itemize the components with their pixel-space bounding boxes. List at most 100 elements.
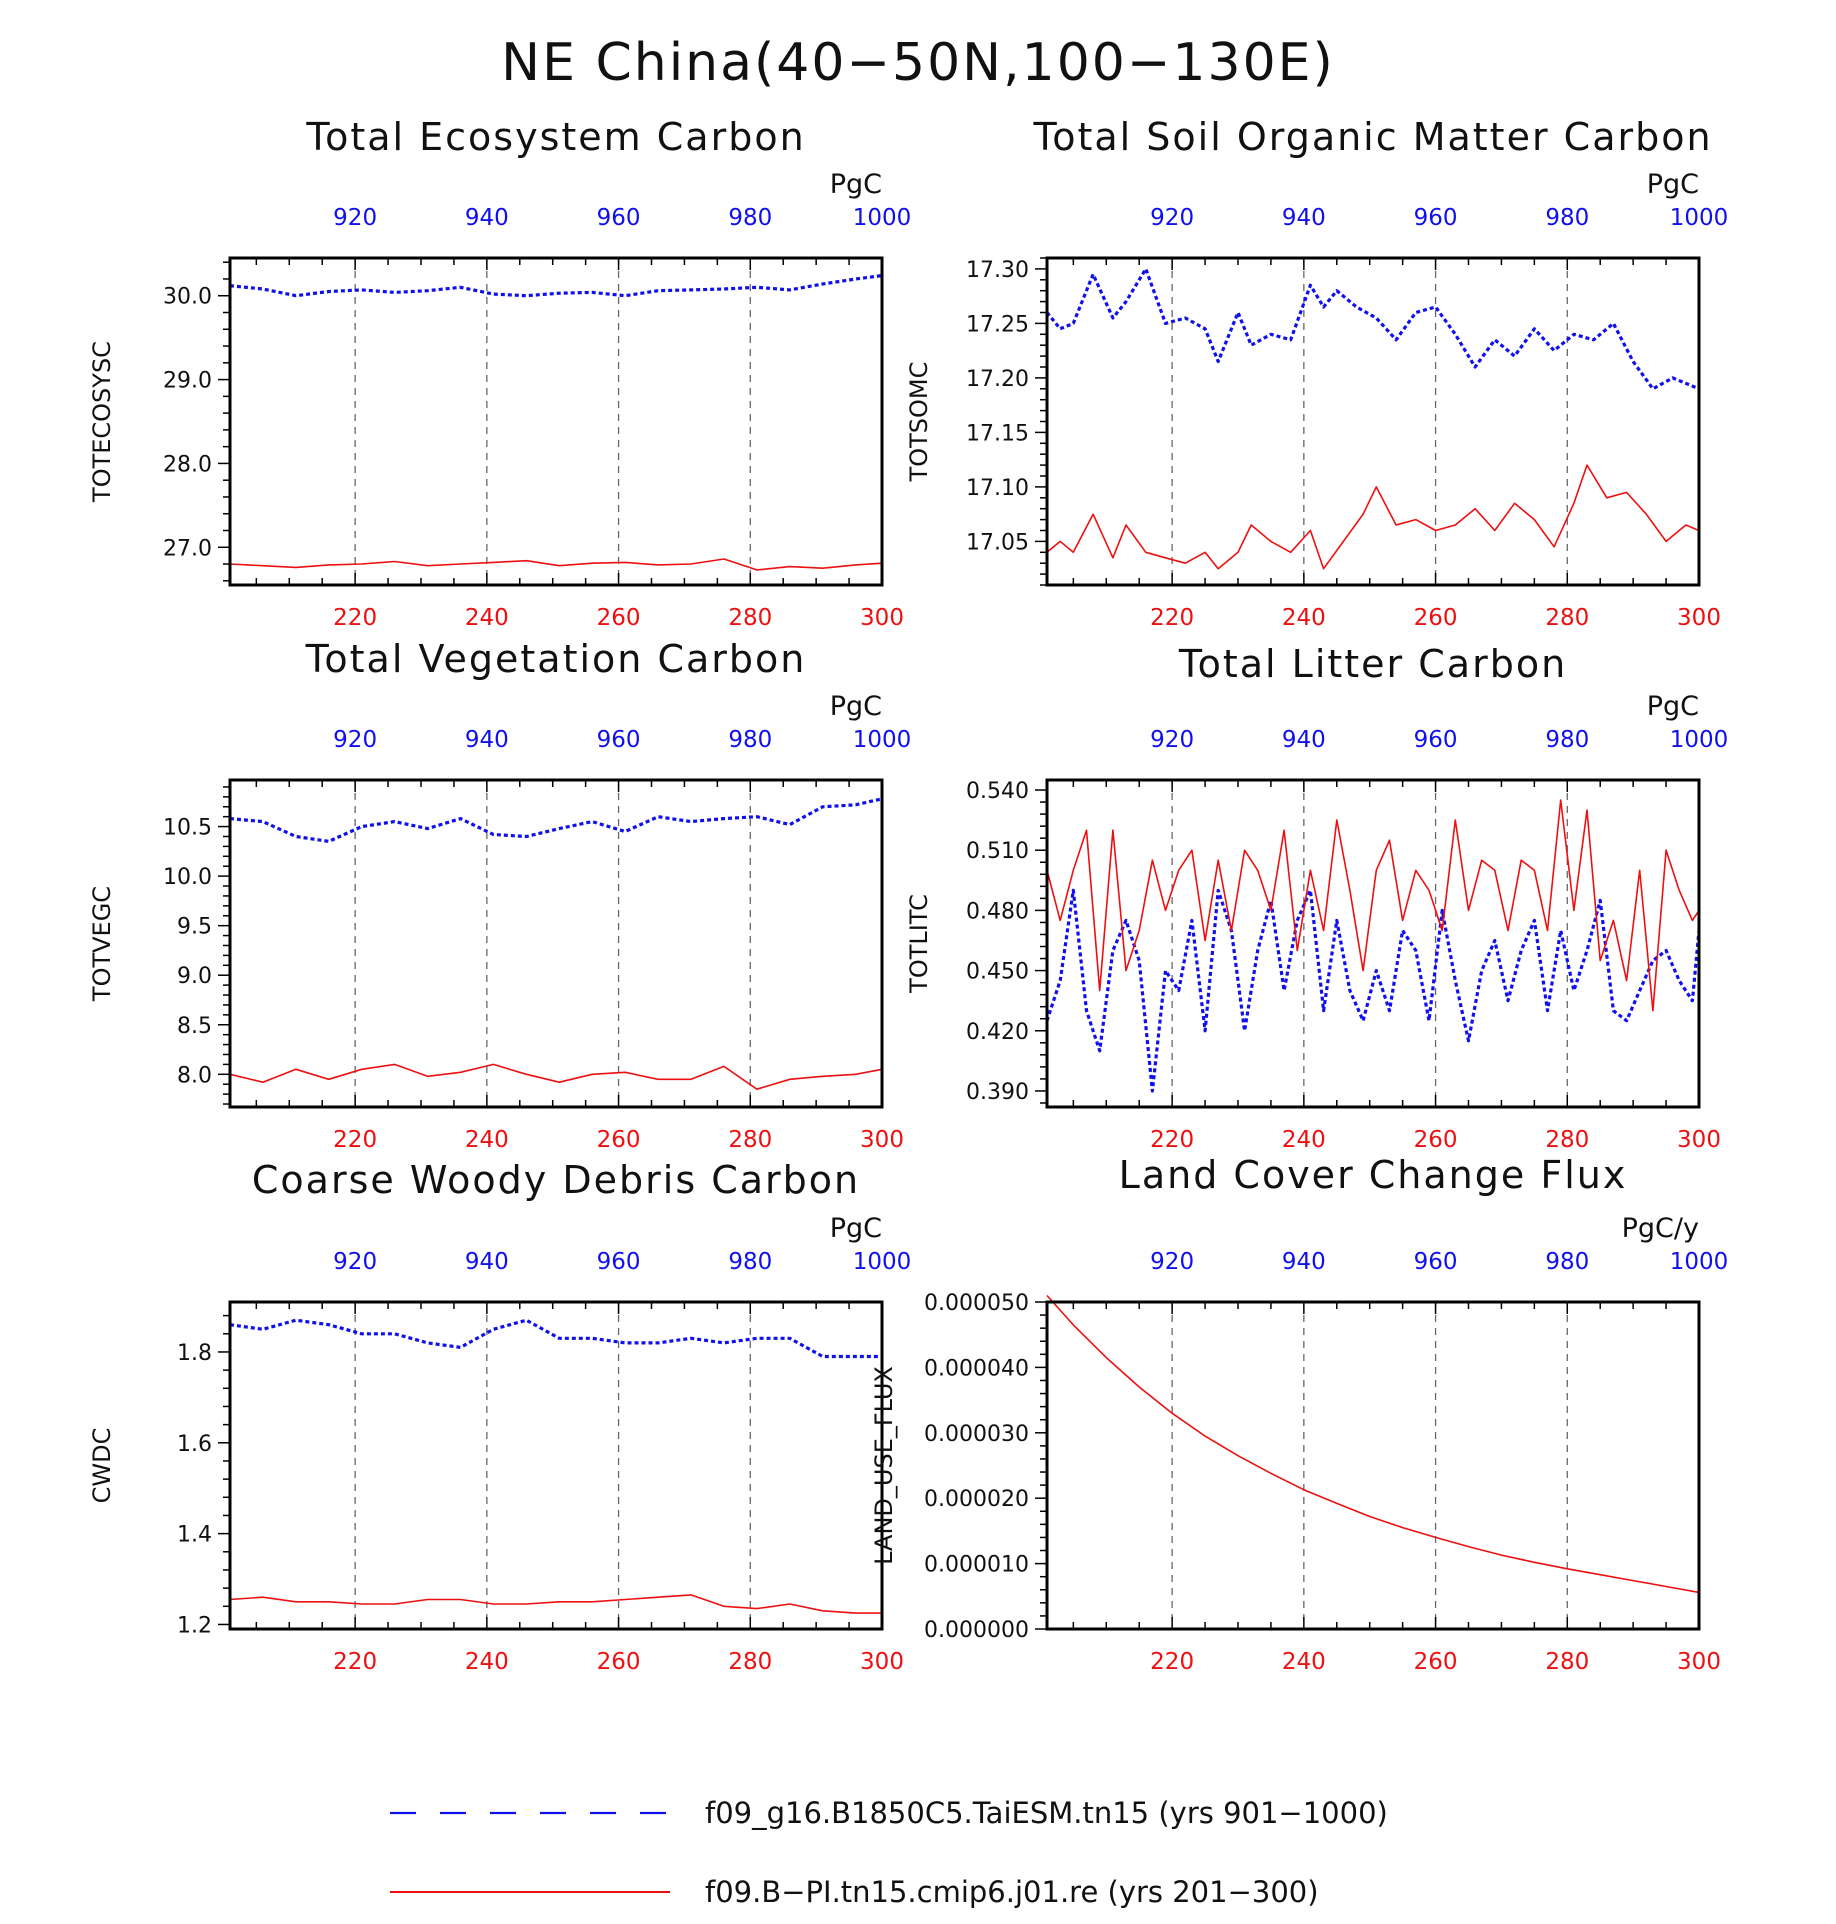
units-label: PgC [830,691,882,722]
y-axis-label: TOTSOMC [905,362,933,483]
bottom-tick-label: 280 [728,1127,772,1153]
legend: f09_g16.B1850C5.TaiESM.tn15 (yrs 901−100… [390,1796,1388,1909]
panel-title: Total Vegetation Carbon [305,637,807,681]
top-tick-label: 960 [597,205,641,231]
units-label: PgC [830,1213,882,1244]
main-title: NE China(40−50N,100−130E) [501,33,1335,93]
y-tick-label: 9.0 [177,964,212,989]
panel-title: Total Soil Organic Matter Carbon [1032,115,1712,159]
top-tick-label: 980 [728,205,772,231]
top-tick-label: 980 [728,1249,772,1275]
top-tick-label: 960 [1414,727,1458,753]
top-tick-label: 960 [597,1249,641,1275]
bottom-tick-label: 220 [333,1127,377,1153]
top-tick-label: 940 [465,205,509,231]
bottom-tick-label: 220 [333,605,377,631]
series-line-blue [229,1318,882,1359]
bottom-tick-label: 260 [1414,605,1458,631]
top-tick-label: 960 [597,727,641,753]
y-tick-label: 0.480 [966,899,1029,924]
y-tick-label: 0.540 [966,779,1029,804]
bottom-tick-label: 240 [465,1649,509,1675]
top-tick-label: 980 [1545,205,1589,231]
y-tick-label: 1.4 [177,1523,212,1548]
y-tick-label: 17.20 [966,367,1029,392]
top-tick-label: 920 [1150,1249,1194,1275]
panel-title: Land Cover Change Flux [1119,1153,1628,1197]
bottom-tick-label: 220 [1150,1649,1194,1675]
bottom-tick-label: 220 [1150,1127,1194,1153]
y-axis-label: TOTECOSYSC [88,341,116,503]
y-tick-label: 0.000000 [924,1618,1029,1643]
y-tick-label: 1.6 [177,1432,212,1457]
panel-title: Coarse Woody Debris Carbon [252,1158,860,1202]
plot-frame [228,1300,884,1631]
top-tick-label: 1000 [1670,727,1729,753]
y-tick-label: 0.390 [966,1080,1029,1105]
series-line-red [229,558,883,571]
top-tick-label: 920 [333,727,377,753]
bottom-tick-label: 260 [597,1127,641,1153]
bottom-tick-label: 280 [1545,1127,1589,1153]
chart-panel-3: Total Vegetation Carbon PgC 220 240 260 280 30… [88,637,911,1153]
y-tick-label: 0.450 [966,960,1029,985]
panel-title: Total Litter Carbon [1178,642,1567,686]
y-tick-label: 17.05 [966,530,1029,555]
top-tick-label: 980 [1545,1249,1589,1275]
chart-panel-5: Coarse Woody Debris Carbon PgC 220 240 260 28… [88,1158,911,1675]
top-tick-label: 1000 [1670,1249,1729,1275]
chart-panel-2: Total Soil Organic Matter Carbon PgC 220 24… [905,115,1728,631]
bottom-tick-label: 260 [597,605,641,631]
bottom-tick-label: 300 [1677,605,1721,631]
y-tick-label: 0.510 [966,839,1029,864]
top-tick-label: 980 [728,727,772,753]
bottom-tick-label: 280 [728,605,772,631]
units-label: PgC [1647,169,1699,200]
series-line-red [1046,464,1700,570]
legend-label-1: f09.B−PI.tn15.cmip6.j01.re (yrs 201−300) [705,1875,1319,1909]
bottom-tick-label: 300 [860,605,904,631]
y-tick-label: 8.5 [177,1014,212,1039]
series-line-blue [229,274,883,298]
plot-frame [1045,256,1701,587]
top-tick-label: 940 [465,727,509,753]
units-label: PgC [830,169,882,200]
bottom-tick-label: 240 [465,1127,509,1153]
units-label: PgC/y [1622,1213,1699,1244]
y-axis-label: TOTVEGC [88,886,116,1002]
y-tick-label: 0.000010 [924,1553,1029,1578]
top-tick-label: 940 [465,1249,509,1275]
top-tick-label: 1000 [853,727,912,753]
y-tick-label: 9.5 [177,915,212,940]
series-line-red [1046,799,1700,1012]
bottom-tick-label: 280 [1545,1649,1589,1675]
bottom-tick-label: 260 [597,1649,641,1675]
series-line-red [229,1063,883,1090]
y-tick-label: 0.000040 [924,1356,1029,1381]
y-tick-label: 17.25 [966,312,1029,337]
bottom-tick-label: 220 [1150,605,1194,631]
bottom-tick-label: 300 [860,1127,904,1153]
y-tick-label: 0.000030 [924,1422,1029,1447]
plot-frame [228,256,884,587]
series-line-blue [1045,888,1701,1093]
bottom-tick-label: 220 [333,1649,377,1675]
plot-frame [1045,778,1701,1109]
y-tick-label: 29.0 [163,369,212,394]
y-tick-label: 0.420 [966,1020,1029,1045]
plot-frame [228,778,884,1109]
top-tick-label: 940 [1282,205,1326,231]
series-line-blue [1045,267,1700,391]
bottom-tick-label: 260 [1414,1649,1458,1675]
top-tick-label: 940 [1282,1249,1326,1275]
top-tick-label: 920 [1150,205,1194,231]
series-line-red [1046,1294,1700,1594]
y-tick-label: 28.0 [163,452,212,477]
top-tick-label: 920 [1150,727,1194,753]
y-tick-label: 27.0 [163,536,212,561]
y-axis-label: CWDC [88,1428,116,1504]
y-tick-label: 17.15 [966,421,1029,446]
top-tick-label: 960 [1414,205,1458,231]
plot-frame [1045,1300,1701,1631]
